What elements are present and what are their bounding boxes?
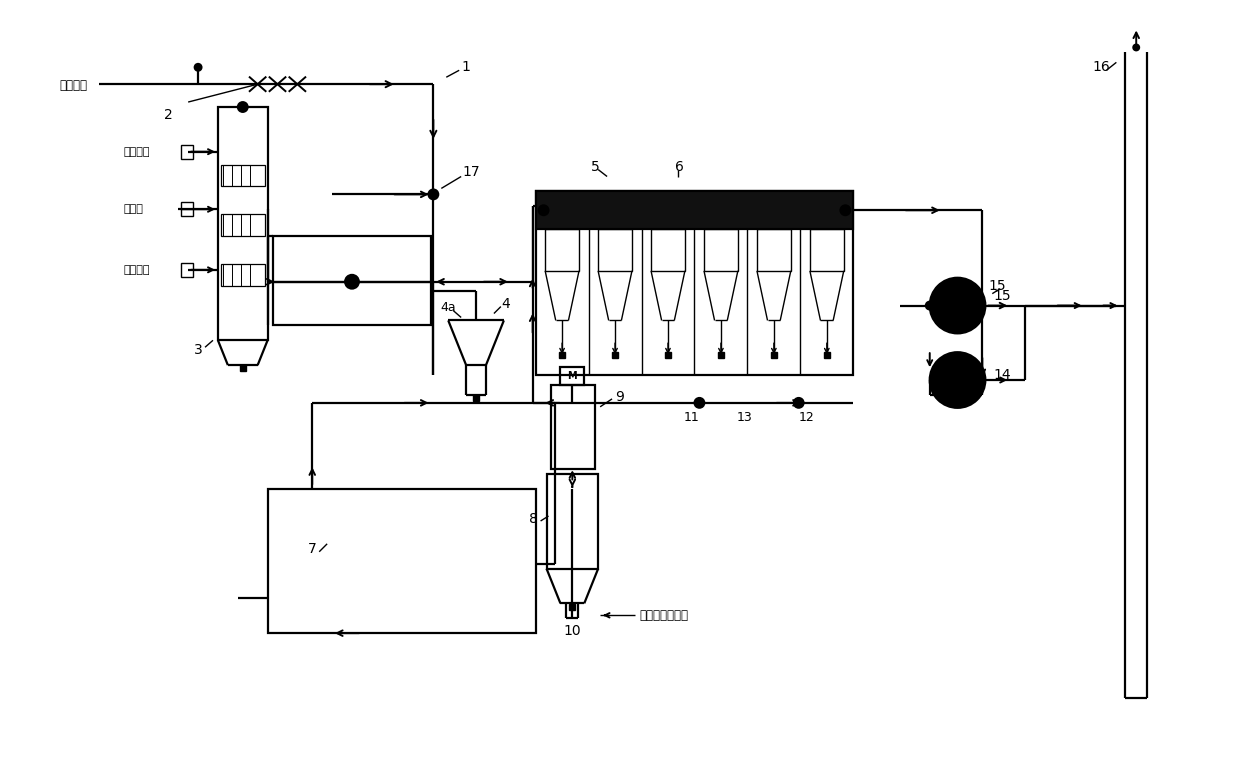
Circle shape	[926, 301, 934, 310]
Bar	[536, 191, 853, 230]
Circle shape	[538, 205, 548, 215]
Text: 16: 16	[1092, 60, 1110, 74]
Circle shape	[694, 398, 704, 408]
Circle shape	[841, 205, 851, 215]
Bar	[651, 230, 684, 271]
Bar	[598, 230, 632, 271]
Bar	[268, 490, 536, 633]
Text: 烟气接口: 烟气接口	[60, 79, 87, 92]
Text: 12: 12	[799, 412, 815, 425]
Text: 1: 1	[461, 60, 470, 74]
Bar	[756, 230, 791, 271]
Bar	[704, 230, 738, 271]
Circle shape	[195, 63, 202, 71]
Text: 4: 4	[501, 297, 510, 311]
Bar	[221, 214, 264, 236]
Text: 5: 5	[590, 160, 600, 174]
Text: 13: 13	[737, 412, 751, 425]
Circle shape	[975, 303, 981, 308]
Bar	[181, 202, 193, 216]
Circle shape	[955, 283, 961, 288]
Bar	[560, 367, 584, 385]
Circle shape	[238, 102, 248, 112]
Bar	[221, 264, 264, 285]
Text: 工业水: 工业水	[124, 204, 144, 214]
Text: 6: 6	[675, 160, 684, 174]
Circle shape	[935, 303, 941, 308]
Circle shape	[930, 352, 986, 408]
Text: 2: 2	[164, 108, 172, 122]
Circle shape	[794, 398, 804, 408]
Circle shape	[955, 322, 961, 328]
Bar	[551, 385, 595, 470]
Bar	[547, 474, 598, 568]
Text: 11: 11	[683, 412, 699, 425]
Text: 17: 17	[463, 164, 480, 178]
Circle shape	[345, 275, 358, 288]
Circle shape	[1133, 44, 1140, 50]
Text: 3: 3	[193, 343, 202, 357]
Text: 10: 10	[563, 624, 582, 638]
Circle shape	[955, 357, 961, 363]
Bar	[218, 107, 268, 340]
Text: 氢氧化钙溶液浩: 氢氧化钙溶液浩	[640, 609, 689, 622]
Text: 15: 15	[988, 278, 1006, 293]
Text: 压缩空气: 压缩空气	[124, 147, 150, 157]
Circle shape	[935, 377, 941, 383]
Bar	[273, 236, 432, 325]
Bar	[536, 191, 853, 375]
Text: 15: 15	[993, 288, 1011, 303]
Text: 8: 8	[529, 512, 538, 526]
Bar	[181, 263, 193, 277]
Text: M: M	[568, 371, 577, 381]
Circle shape	[975, 377, 981, 383]
Text: 7: 7	[308, 542, 316, 556]
Bar	[181, 145, 193, 158]
Circle shape	[428, 190, 438, 200]
Text: 4a: 4a	[440, 301, 456, 314]
Text: 压缩空气: 压缩空气	[124, 265, 150, 275]
Polygon shape	[448, 321, 503, 365]
Bar	[221, 164, 264, 187]
Text: 9: 9	[615, 390, 625, 404]
Circle shape	[955, 397, 961, 403]
Circle shape	[930, 278, 986, 334]
Text: 14: 14	[993, 368, 1011, 382]
Bar	[546, 230, 579, 271]
Bar	[810, 230, 843, 271]
